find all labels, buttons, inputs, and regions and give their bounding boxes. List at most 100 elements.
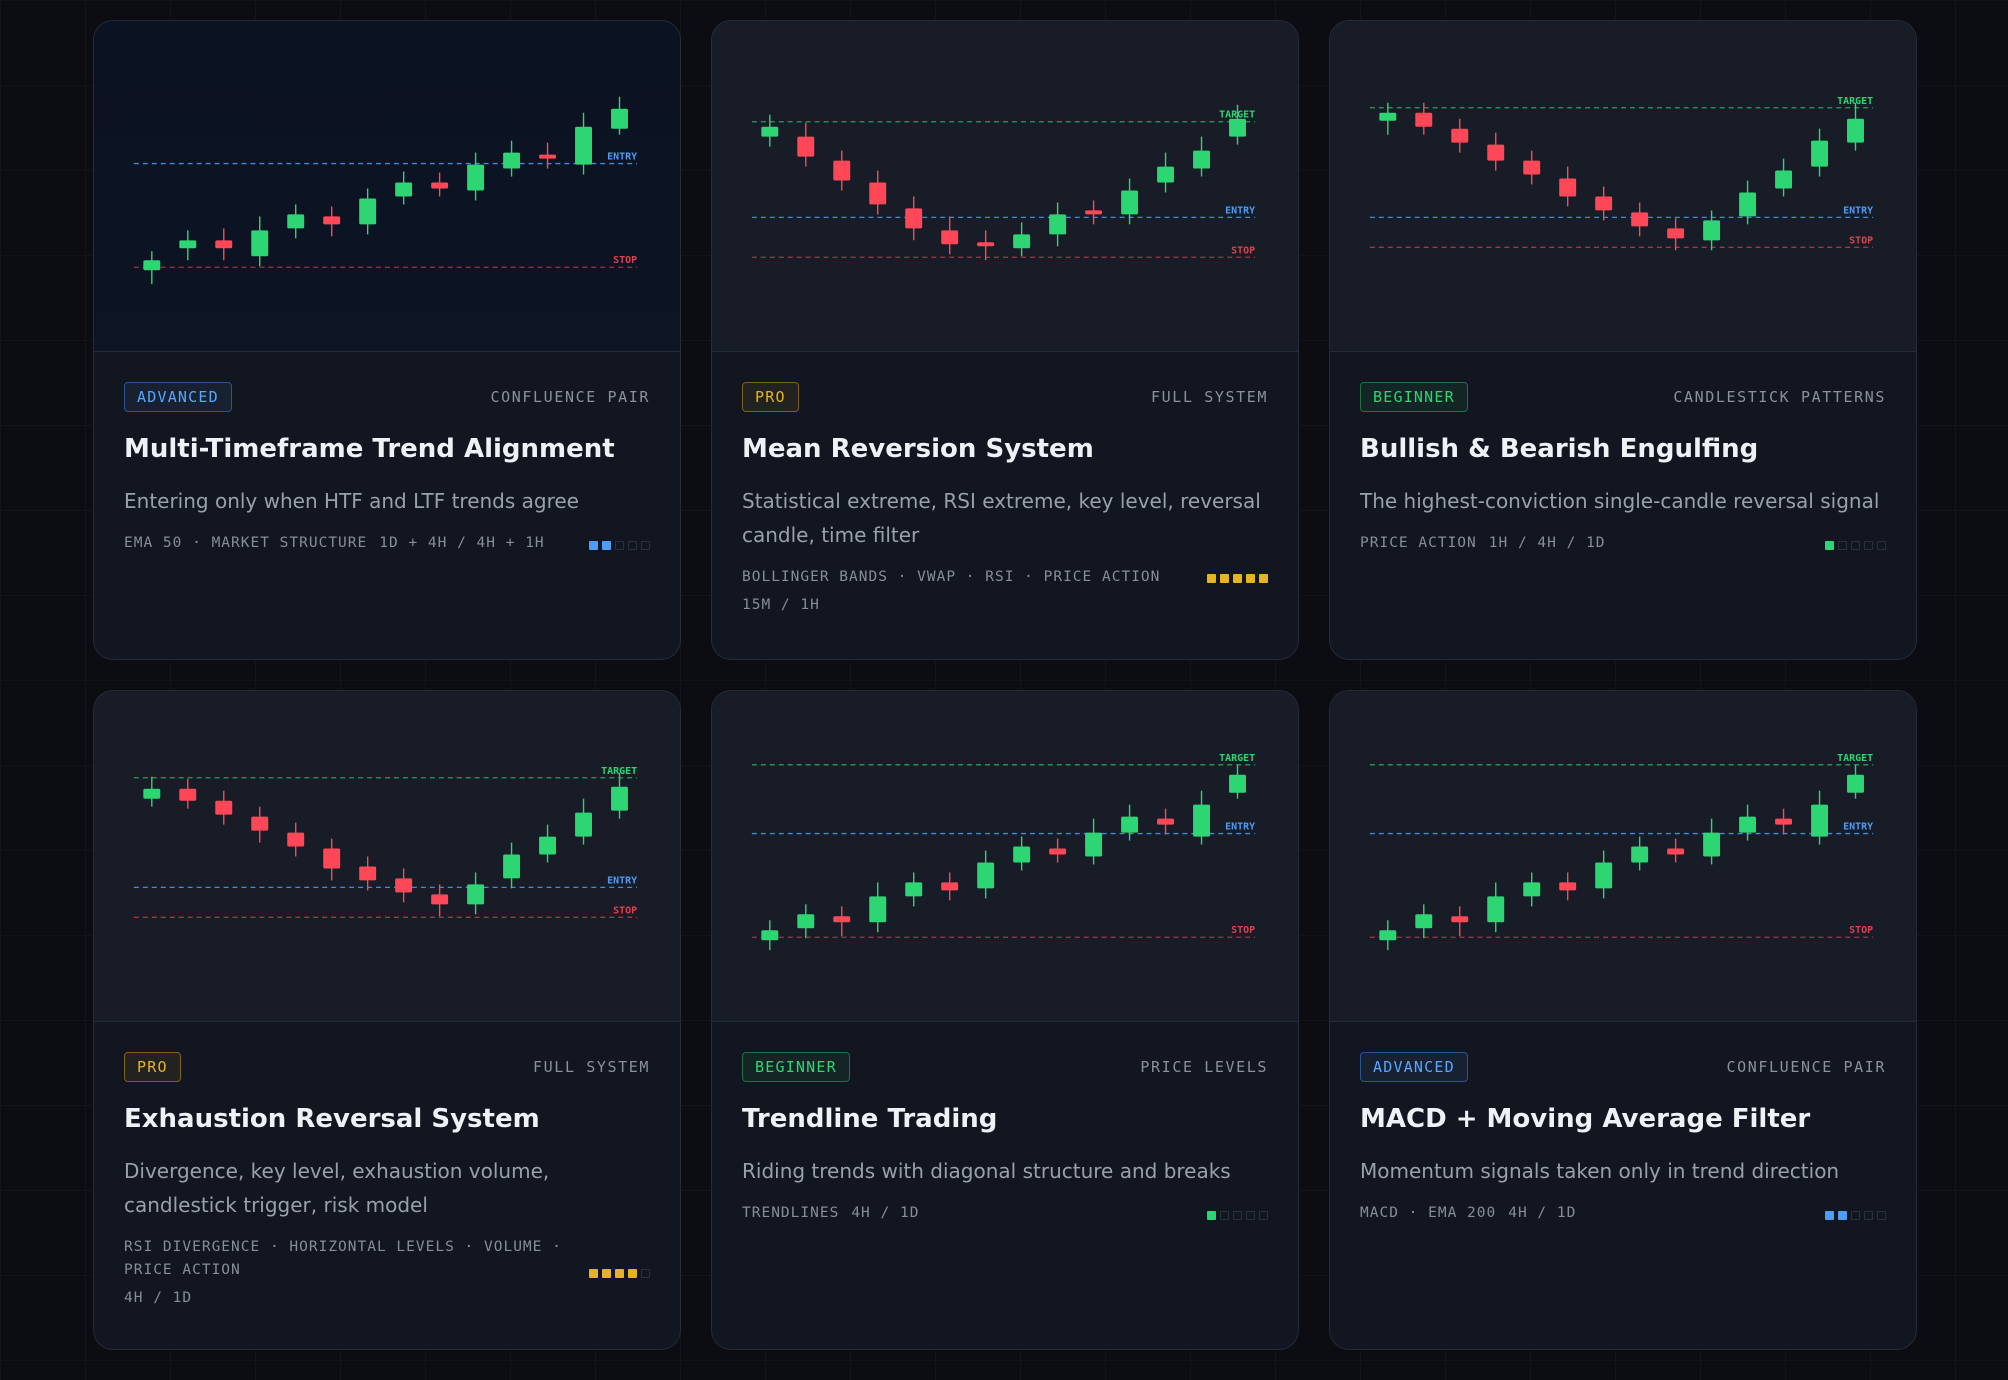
strategy-card-macd-ma[interactable]: TARGET ENTRY STOP ADVANCED CONFLUENCE PA… xyxy=(1329,690,1917,1350)
bearish-candle xyxy=(179,788,197,801)
difficulty-square xyxy=(1246,1211,1255,1220)
bullish-candle xyxy=(1379,112,1397,121)
difficulty-square xyxy=(615,541,624,550)
bullish-candle xyxy=(1847,118,1864,143)
strategy-card-exhaustion-reversal[interactable]: TARGET ENTRY STOP PRO FULL SYSTEM Exhaus… xyxy=(93,690,681,1350)
candlestick-preview: TARGET ENTRY STOP xyxy=(94,691,680,1022)
bullish-candle xyxy=(575,812,593,837)
bullish-candle xyxy=(287,214,305,229)
entry-label: ENTRY xyxy=(1843,205,1873,216)
bearish-candle xyxy=(1595,196,1613,211)
candles xyxy=(143,772,628,917)
category-label: PRICE LEVELS xyxy=(1140,1058,1268,1076)
bullish-candle xyxy=(869,896,887,923)
bullish-candle xyxy=(1487,896,1505,923)
bullish-candle xyxy=(1085,832,1103,857)
stop-label: STOP xyxy=(1849,925,1873,936)
bearish-candle xyxy=(941,230,959,245)
timeframe: 1D + 4H / 4H + 1H xyxy=(379,535,545,551)
card-title: Bullish & Bearish Engulfing xyxy=(1360,434,1759,464)
difficulty-square xyxy=(641,541,650,550)
difficulty-square xyxy=(1207,1211,1216,1220)
difficulty-square xyxy=(1825,1211,1834,1220)
strategy-card-trendline[interactable]: TARGET ENTRY STOP BEGINNER PRICE LEVELS … xyxy=(711,690,1299,1350)
bullish-candle xyxy=(1013,234,1031,249)
card-title: Exhaustion Reversal System xyxy=(124,1104,540,1134)
bearish-candle xyxy=(1049,848,1067,855)
difficulty-meter xyxy=(1825,1211,1886,1220)
difficulty-square xyxy=(1207,574,1216,583)
bearish-candle xyxy=(941,882,959,891)
difficulty-meter xyxy=(1207,574,1268,583)
tags-text: EMA 50 · MARKET STRUCTURE xyxy=(124,535,368,551)
card-description: Momentum signals taken only in trend dir… xyxy=(1360,1159,1840,1183)
bearish-candle xyxy=(1559,178,1577,197)
category-label: CANDLESTICK PATTERNS xyxy=(1673,388,1886,406)
bearish-candle xyxy=(905,208,923,229)
bullish-candle xyxy=(1523,882,1541,897)
difficulty-square xyxy=(1877,1211,1886,1220)
bearish-candle xyxy=(1415,112,1433,127)
candlestick-preview: TARGET ENTRY STOP xyxy=(1330,691,1916,1022)
bearish-candle xyxy=(1523,160,1541,175)
indicator-tags: EMA 50 · MARKET STRUCTURE 1D + 4H / 4H + … xyxy=(124,532,545,555)
strategy-card-multi-timeframe[interactable]: ENTRY STOP ADVANCED CONFLUENCE PAIR Mult… xyxy=(93,20,681,660)
card-title: MACD + Moving Average Filter xyxy=(1360,1104,1811,1134)
bullish-candle xyxy=(1739,192,1757,217)
difficulty-meter xyxy=(589,1269,650,1278)
candlestick-chart: ENTRY STOP xyxy=(133,96,637,285)
stop-label: STOP xyxy=(1231,925,1255,936)
candles xyxy=(761,104,1246,261)
bearish-candle xyxy=(539,154,557,159)
bullish-candle xyxy=(143,788,161,799)
difficulty-square xyxy=(1220,1211,1229,1220)
indicator-tags: RSI DIVERGENCE · HORIZONTAL LEVELS · VOL… xyxy=(124,1236,574,1310)
bearish-candle xyxy=(431,894,449,905)
timeframe: 4H / 1D xyxy=(851,1205,920,1221)
bullish-candle xyxy=(611,786,628,811)
bearish-candle xyxy=(797,136,815,157)
stop-label: STOP xyxy=(1231,245,1255,256)
bearish-candle xyxy=(1667,848,1685,855)
candlestick-preview: TARGET ENTRY STOP xyxy=(712,21,1298,352)
bearish-candle xyxy=(1775,818,1793,825)
card-title: Trendline Trading xyxy=(742,1104,998,1134)
difficulty-square xyxy=(1838,541,1847,550)
candlestick-preview: ENTRY STOP xyxy=(94,21,680,352)
difficulty-square xyxy=(1838,1211,1847,1220)
bullish-candle xyxy=(467,884,485,905)
bullish-candle xyxy=(1229,118,1246,137)
tags-text: RSI DIVERGENCE · HORIZONTAL LEVELS · VOL… xyxy=(124,1239,562,1278)
tags-text: PRICE ACTION xyxy=(1360,535,1477,551)
indicator-tags: PRICE ACTION 1H / 4H / 1D xyxy=(1360,532,1606,555)
level-badge: BEGINNER xyxy=(742,1052,850,1082)
timeframe: 15M / 1H xyxy=(742,597,820,613)
card-description: Entering only when HTF and LTF trends ag… xyxy=(124,489,579,513)
difficulty-square xyxy=(1864,541,1873,550)
bullish-candle xyxy=(179,240,197,249)
bullish-candle xyxy=(761,126,779,137)
difficulty-meter xyxy=(1207,1211,1268,1220)
candlestick-preview: TARGET ENTRY STOP xyxy=(712,691,1298,1022)
candles xyxy=(1379,764,1864,951)
category-label: CONFLUENCE PAIR xyxy=(490,388,650,406)
bearish-candle xyxy=(395,878,413,893)
strategy-card-mean-reversion[interactable]: TARGET ENTRY STOP PRO FULL SYSTEM Mean R… xyxy=(711,20,1299,660)
difficulty-square xyxy=(1877,541,1886,550)
bearish-candle xyxy=(323,216,341,225)
candles xyxy=(1379,102,1864,251)
strategy-card-engulfing[interactable]: TARGET ENTRY STOP BEGINNER CANDLESTICK P… xyxy=(1329,20,1917,660)
bearish-candle xyxy=(431,182,449,189)
level-badge: ADVANCED xyxy=(124,382,232,412)
target-label: TARGET xyxy=(601,766,637,777)
stop-label: STOP xyxy=(613,255,637,266)
entry-label: ENTRY xyxy=(607,152,637,163)
indicator-tags: TRENDLINES 4H / 1D xyxy=(742,1202,919,1225)
bullish-candle xyxy=(1013,846,1031,863)
entry-label: ENTRY xyxy=(1225,205,1255,216)
card-description: The highest-conviction single-candle rev… xyxy=(1360,489,1880,513)
difficulty-square xyxy=(615,1269,624,1278)
difficulty-square xyxy=(1259,1211,1268,1220)
bearish-candle xyxy=(287,832,305,847)
difficulty-square xyxy=(628,1269,637,1278)
